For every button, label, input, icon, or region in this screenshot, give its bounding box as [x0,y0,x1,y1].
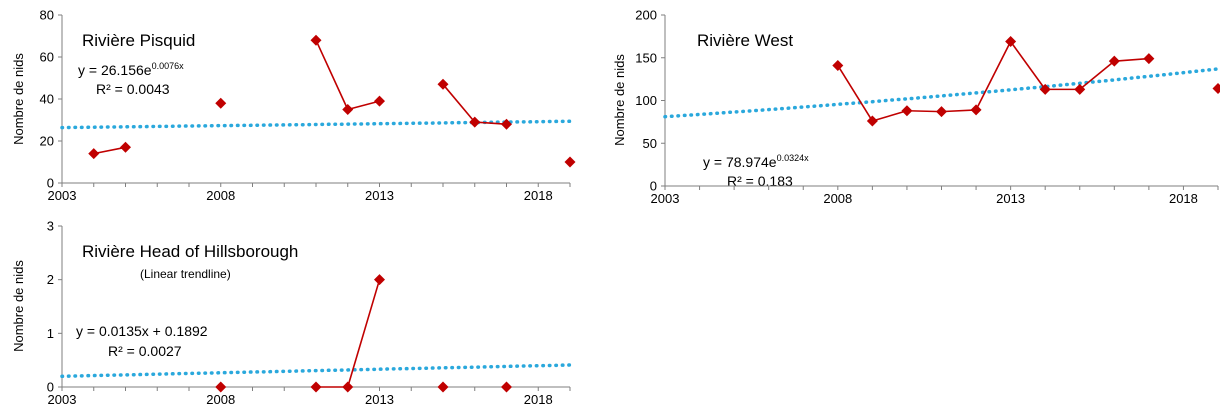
trendline-equation-exponent: 0.0076x [152,61,185,71]
x-tick-label: 2008 [823,191,852,206]
chart-title: Rivière West [697,31,793,50]
series-line-segment [941,109,977,113]
trendline-r2: R² = 0.183 [727,173,793,189]
trendline-equation: y = 26.156e0.0076x [78,61,184,78]
chart-title: Rivière Pisquid [82,31,195,50]
data-point-marker [1108,55,1120,67]
y-tick-label: 50 [643,136,657,151]
data-point-marker [88,148,100,160]
series-line-segment [906,109,942,113]
data-point-marker [564,156,576,168]
series-line-segment [1079,60,1115,91]
data-point-marker [437,381,449,393]
x-tick-label: 2008 [206,392,235,407]
y-axis-label: Nombre de nids [11,53,26,145]
y-axis-label: Nombre de nids [11,260,26,352]
data-point-marker [120,141,131,153]
x-tick-label: 2018 [524,188,553,203]
chart-panel-west: Rivière West Nombre de nids y = 78.974e0… [612,8,1220,206]
y-tick-label: 0 [650,179,657,194]
y-tick-label: 0 [47,176,54,191]
y-tick-label: 200 [635,8,657,23]
trendline-r2: R² = 0.0043 [96,81,170,97]
data-point-marker [866,115,878,127]
data-point-marker [501,118,512,130]
x-tick-label: 2013 [996,191,1025,206]
y-tick-label: 40 [40,92,54,107]
data-point-marker [970,104,982,116]
data-point-marker [310,381,322,393]
series-line-segment [837,65,874,122]
data-point-marker [342,104,354,115]
trendline-equation-main: y = 0.0135x + 0.1892 [76,323,208,339]
trendline [60,119,572,130]
data-point-marker [832,59,844,71]
chart-subtitle: (Linear trendline) [140,267,231,281]
data-point-marker [310,34,322,46]
data-point-marker [1005,36,1017,48]
series-line-segment [975,41,1012,111]
chart-panel-head-of-hillsborough: Rivière Head of Hillsborough (Linear tre… [11,219,572,407]
x-tick-label: 2003 [651,191,680,206]
data-point-marker [342,381,354,393]
data-point-marker [1212,83,1220,95]
y-tick-label: 0 [47,380,54,395]
trendline-equation: y = 78.974e0.0324x [703,153,809,170]
data-point-marker [936,106,947,118]
trendline [60,363,572,379]
trendline-r2: R² = 0.0027 [108,343,182,359]
trendline [663,67,1220,119]
y-tick-label: 60 [40,50,54,65]
series-line-segment [315,39,349,110]
x-tick-label: 2003 [48,188,77,203]
y-tick-label: 150 [635,50,657,65]
y-tick-label: 2 [47,272,54,287]
chart-panel-pisquid: Rivière Pisquid Nombre de nids y = 26.15… [11,8,576,203]
data-point-marker [215,381,227,393]
y-tick-label: 20 [40,134,54,149]
data-point-marker [1074,83,1086,95]
trendline-equation: y = 0.0135x + 0.1892 [76,323,208,339]
series-line-segment [347,100,380,111]
series-line-segment [93,146,126,155]
data-point-marker [374,95,385,107]
x-tick-label: 2018 [524,392,553,407]
data-point-marker [1143,53,1155,65]
x-tick-label: 2013 [365,188,394,203]
series-line-segment [1009,41,1046,90]
x-tick-label: 2013 [365,392,394,407]
data-point-marker [901,105,913,117]
data-point-marker [437,78,449,90]
data-point-marker [469,116,481,128]
series-line-segment [346,279,381,388]
data-point-marker [501,381,512,393]
data-point-marker [215,97,227,109]
series-line-segment [872,109,908,122]
y-tick-label: 80 [40,8,54,23]
y-tick-label: 100 [635,93,657,108]
y-axis-label: Nombre de nids [612,54,627,146]
trendline-equation-main: y = 26.156e [78,62,152,78]
x-tick-label: 2008 [206,188,235,203]
trendline-equation-exponent: 0.0324x [777,153,810,163]
x-tick-label: 2003 [48,392,77,407]
series-line-segment [1114,57,1149,62]
trendline-equation-main: y = 78.974e [703,154,777,170]
x-tick-label: 2018 [1169,191,1198,206]
y-tick-label: 1 [47,326,54,341]
data-point-marker [1039,83,1051,95]
y-tick-label: 3 [47,219,54,234]
data-point-marker [374,274,385,286]
series-line-segment [442,83,476,123]
series-line-segment [474,121,507,125]
chart-title: Rivière Head of Hillsborough [82,242,298,261]
